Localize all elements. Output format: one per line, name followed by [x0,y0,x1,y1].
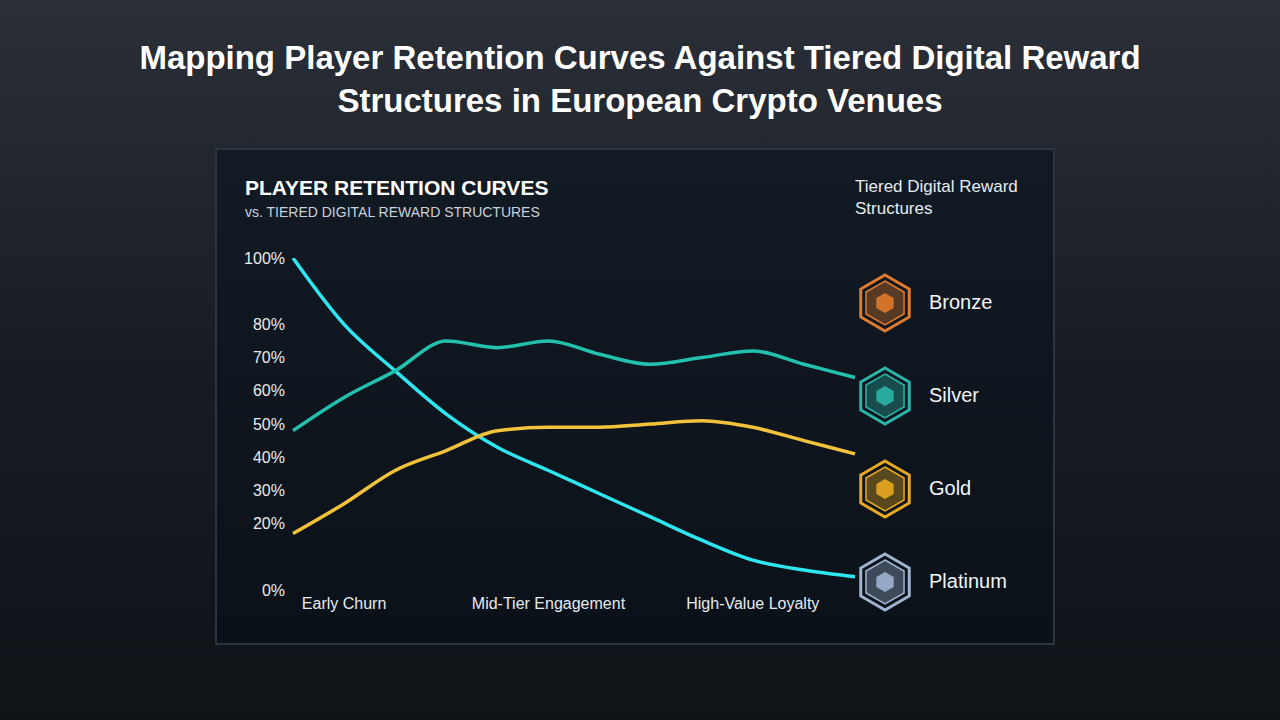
html-text:Platinum: Platinum [929,570,1007,592]
html-text:Bronze: Bronze [929,291,993,313]
svg-text:40%: 40% [253,449,285,466]
svg-text:0%: 0% [262,582,285,599]
html-text:Tiered Digital Reward Structur: Tiered Digital Reward Structures [855,177,1018,218]
svg-text:High-Value Loyalty: High-Value Loyalty [686,595,819,612]
svg-text:70%: 70% [253,349,285,366]
html-text:Silver: Silver [929,384,979,406]
svg-text:30%: 30% [253,482,285,499]
html-text:Mapping Player Retention Curve: Mapping Player Retention Curves Against … [139,39,1141,119]
svg-text:50%: 50% [253,416,285,433]
html-text:Gold: Gold [929,477,972,499]
svg-text:Early Churn: Early Churn [302,595,386,612]
svg-text:60%: 60% [253,382,285,399]
svg-text:Mid-Tier Engagement: Mid-Tier Engagement [472,595,626,612]
svg-text:20%: 20% [253,515,285,532]
svg-text:100%: 100% [244,250,285,267]
html-text:vs. TIERED DIGITAL REWARD STRU: vs. TIERED DIGITAL REWARD STRUCTURES [245,204,540,220]
svg-text:80%: 80% [253,316,285,333]
html-text:PLAYER RETENTION CURVES: PLAYER RETENTION CURVES [245,176,549,199]
